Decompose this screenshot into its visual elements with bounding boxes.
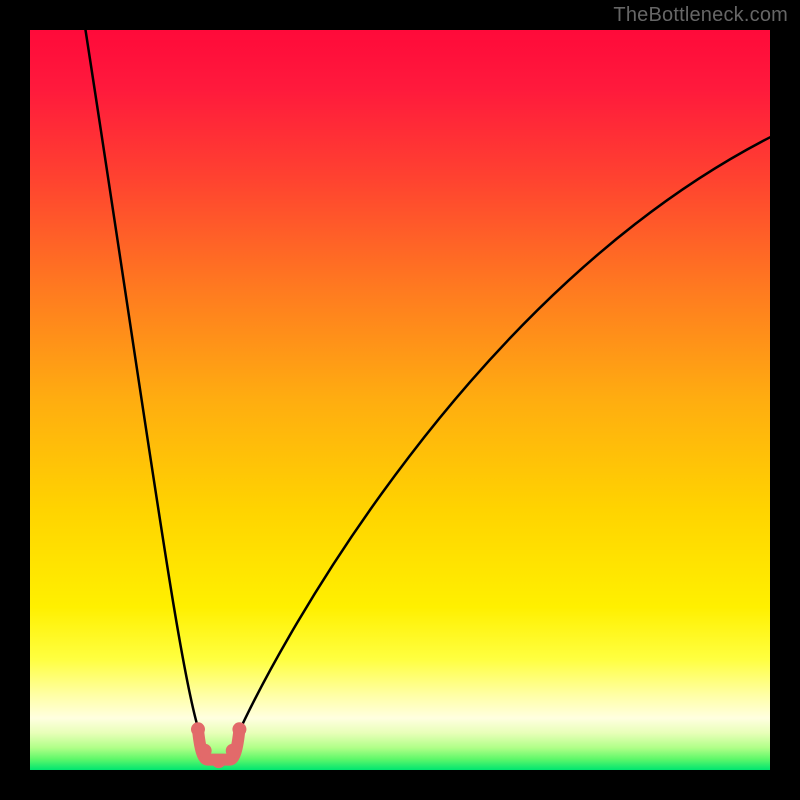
chart-svg: [0, 0, 800, 800]
optimum-marker-dot: [226, 744, 240, 758]
optimum-marker-dot: [198, 744, 212, 758]
optimum-marker-dot: [232, 722, 246, 736]
optimum-marker-dot: [191, 722, 205, 736]
chart-root: TheBottleneck.com: [0, 0, 800, 800]
watermark-text: TheBottleneck.com: [613, 4, 788, 27]
optimum-marker-dot: [212, 754, 226, 768]
